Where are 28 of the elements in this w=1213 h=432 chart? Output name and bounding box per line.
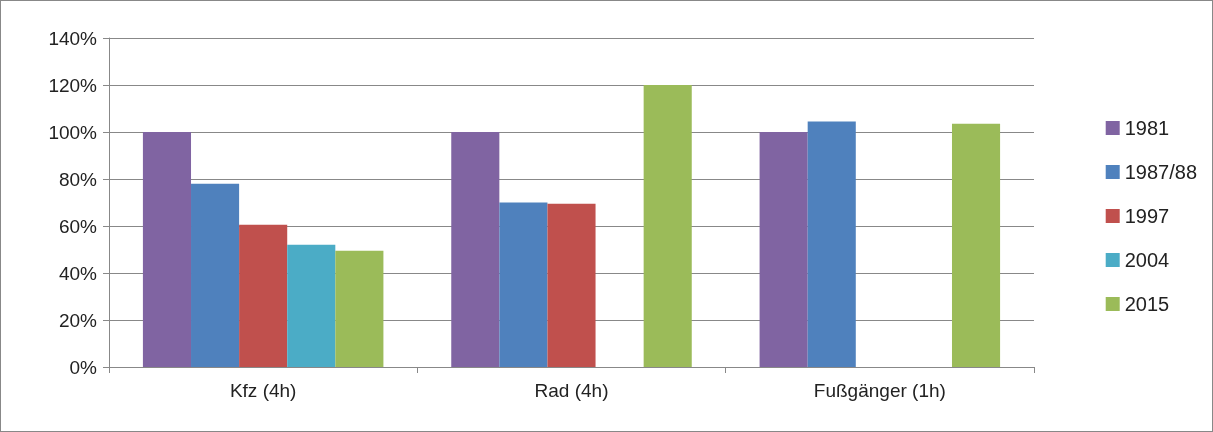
legend-label: 1981 [1124,117,1170,139]
bar [191,183,240,367]
bar [451,132,500,367]
bar [547,203,596,367]
y-tick-label: 140% [48,27,98,49]
y-tick-label: 80% [58,168,98,190]
legend-label: 2004 [1124,249,1170,271]
bar [499,202,548,367]
y-tick-label: 60% [58,215,98,237]
x-tick-label: Rad (4h) [534,380,609,401]
y-tick-label: 20% [58,309,98,331]
bar [951,123,1001,367]
bar [759,132,808,367]
bar [287,244,336,367]
x-tick-label: Fußgänger (1h) [813,380,946,401]
y-tick-label: 100% [48,121,98,143]
bar [807,121,856,367]
y-tick-label: 0% [69,356,98,378]
x-tick-label: Kfz (4h) [229,380,297,401]
legend-label: 1997 [1124,205,1170,227]
bar [239,224,288,367]
y-tick-label: 120% [48,74,98,96]
legend-label: 2015 [1124,293,1170,315]
bar [142,132,192,367]
legend-label: 1987/88 [1124,161,1197,183]
y-tick-label: 40% [58,262,98,284]
bar [335,250,384,367]
bar [643,85,692,367]
